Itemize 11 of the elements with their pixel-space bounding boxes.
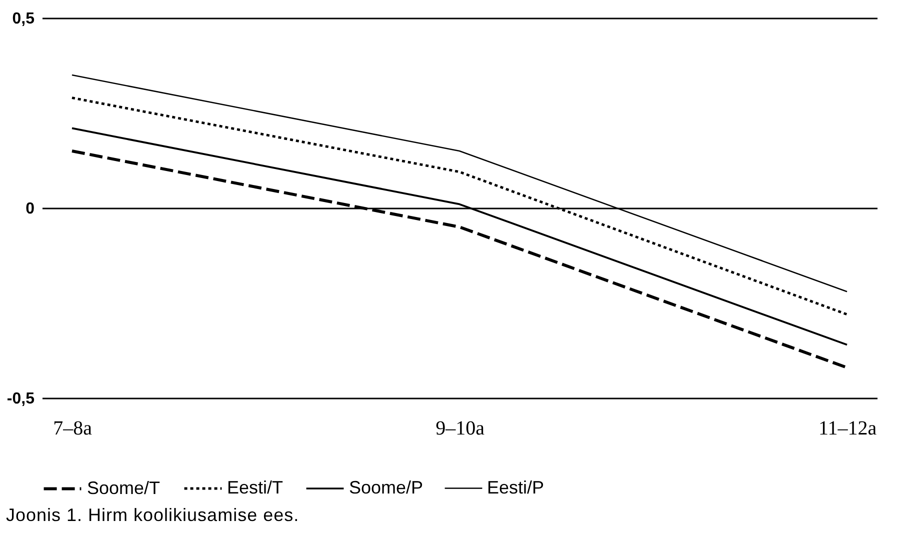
x-tick-label: 11–12a [818,418,877,440]
y-tick-label: 0 [26,200,35,218]
legend-label: Soome/T [87,478,160,498]
x-tick-label: 7–8a [53,418,92,440]
text: Joonis 1. Hirm koolikiusamise ees. [6,505,300,526]
legend-label: Soome/P [349,478,424,498]
legend-label: Eesti/P [487,477,544,498]
y-tick-label: -0,5 [6,390,35,408]
legend-label: Eesti/T [227,478,284,498]
y-tick-label: 0,5 [12,10,35,28]
x-tick-label: 9–10a [436,418,485,440]
